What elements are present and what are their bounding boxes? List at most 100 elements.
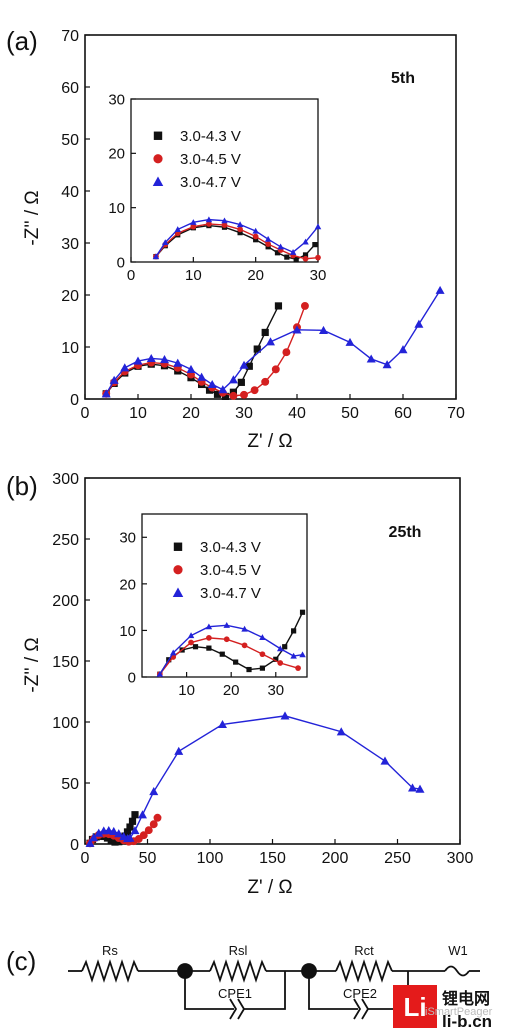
panel-a-inset-y-tick-label: 20: [108, 146, 125, 163]
panel-a-frame: [84, 34, 457, 400]
cpe2-label: CPE2: [343, 986, 377, 1001]
panel-a-data-point: [197, 372, 207, 381]
panel-a-legend-marker-1: [153, 131, 163, 140]
panel-a: (a) 0 10 20 30 40 50 60 70 0 10 20 30 40 50 60 70 Z' /…: [6, 26, 465, 452]
panel-b-data-point: [336, 727, 346, 736]
panel-b-y-tick-label: 100: [52, 715, 79, 732]
panel-a-inset-data-point: [302, 255, 309, 262]
panel-a-inset-data-point: [293, 256, 299, 262]
panel-b-data-point: [218, 719, 227, 729]
panel-a-data-point: [261, 328, 269, 337]
panel-b-inset-data-point: [259, 665, 266, 671]
panel-a-data-point: [274, 302, 283, 310]
cpe1-branch-left: [184, 971, 234, 1010]
panel-b-inset-data-point: [282, 644, 288, 650]
panel-a-inset-data-point: [190, 219, 197, 225]
panel-b-data-point: [107, 836, 115, 844]
panel-a-y-tick-label: 30: [61, 236, 79, 253]
panel-b-data-point: [139, 831, 148, 840]
panel-a-inset-y-tick-label: 10: [108, 200, 125, 217]
panel-a-inset-data-point: [315, 254, 321, 261]
panel-a-y-tick-label: 50: [61, 132, 79, 149]
panel-b-inset-data-point: [299, 651, 306, 658]
panel-a-label: (a): [6, 26, 38, 56]
panel-b-data-point: [128, 817, 137, 825]
panel-b-data-point: [103, 834, 112, 842]
panel-a-data-point: [261, 377, 270, 386]
panel-b-y-axis-title: -Z'' / Ω: [22, 637, 43, 692]
panel-a-series-line-3: [105, 289, 441, 395]
panel-a-y-tick-label: 60: [61, 80, 79, 97]
panel-b-inset-y-tick-label: 20: [119, 576, 136, 593]
w1-label: W1: [448, 943, 468, 958]
panel-b-data-point: [138, 810, 147, 819]
panel-b-x-axis: 0 50 100 150 200 250 300: [81, 839, 474, 867]
panel-b-legend: 3.0-4.3 V 3.0-4.5 V 3.0-4.7 V: [172, 539, 261, 602]
panel-a-data-point: [218, 385, 228, 394]
panel-a-inset-data-point: [205, 216, 213, 223]
panel-a-data-point: [382, 360, 392, 369]
panel-a-data-point: [239, 360, 249, 369]
panel-b-inset-data-point: [241, 642, 248, 649]
panel-a-series-line-2: [105, 305, 306, 397]
panel-b-inset-x-tick-label: 10: [178, 682, 195, 699]
panel-b-x-tick-label: 50: [139, 850, 157, 867]
panel-b-data-point: [109, 826, 119, 836]
panel-a-data-point: [414, 319, 424, 328]
panel-a-inset-data-point: [236, 221, 244, 228]
panel-b-data-point: [149, 820, 158, 829]
panel-b-inset-data-point: [241, 625, 248, 632]
panel-a-data-point: [253, 345, 261, 353]
panel-a-inset-data-point: [162, 239, 169, 246]
panel-a-inset-data-point: [174, 226, 181, 232]
panel-b-legend-label-2: 3.0-4.5 V: [200, 562, 261, 579]
panel-a-cycle-annotation: 5th: [391, 70, 415, 87]
panel-a-data-point: [221, 392, 230, 400]
panel-b-legend-label-3: 3.0-4.7 V: [200, 585, 261, 602]
watermark-line-2: li-b.cn: [442, 1012, 492, 1031]
watermark-logo-text: Li: [403, 992, 426, 1022]
panel-b-data-point: [131, 811, 139, 819]
cpe1-symbol-plate-2: [237, 998, 246, 1020]
panel-a-legend-label-2: 3.0-4.5 V: [180, 151, 241, 168]
panel-b-inset-data-point: [192, 644, 199, 650]
panel-b-inset-data-point: [233, 659, 239, 665]
panel-a-data-point: [101, 389, 111, 398]
panel-b-x-tick-label: 200: [322, 850, 349, 867]
panel-b-inset-data-point: [206, 635, 212, 641]
panel-a-inset-data-point: [221, 222, 228, 228]
panel-a-data-point: [186, 364, 196, 373]
panel-b-x-tick-label: 300: [447, 850, 474, 867]
panel-a-data-point: [213, 390, 222, 398]
panel-a-data-point: [228, 375, 238, 384]
panel-a-inset-data-point: [277, 243, 284, 250]
panel-a-inset-data-point: [221, 217, 228, 224]
panel-a-inset-frame: [130, 98, 319, 263]
panel-a-data-point: [146, 353, 156, 363]
panel-b-data-point: [149, 787, 159, 796]
panel-a-data-point: [240, 390, 248, 399]
rsl-label: Rsl: [229, 943, 248, 958]
panel-a-data-point: [319, 325, 328, 334]
panel-b-y-tick-label: 250: [52, 532, 79, 549]
panel-a-inset-y-tick-label: 30: [108, 91, 125, 108]
panel-a-inset-data-point: [237, 230, 243, 236]
panel-b-x-tick-label: 150: [259, 850, 286, 867]
cpe2-branch-left: [308, 971, 358, 1010]
panel-a-x-tick-label: 30: [235, 405, 253, 422]
panel-a-data-point: [282, 348, 291, 357]
panel-a-inset-data-point: [206, 221, 212, 227]
panel-b-data-point: [125, 833, 135, 842]
panel-b-data-point: [123, 828, 132, 836]
panel-a-inset-data-point: [312, 242, 318, 248]
panel-a-inset-data-point: [265, 241, 271, 247]
panel-b-y-tick-label: 300: [52, 471, 79, 488]
panel-b-data-point: [280, 711, 290, 720]
panel-a-data-point: [245, 362, 253, 370]
watermark-faint-text: iSmartPeager: [425, 1006, 493, 1018]
panel-a-x-axis: 0 10 20 30 40 50 60 70: [81, 394, 465, 422]
panel-b-data-point: [153, 813, 162, 822]
panel-b-y-axis: 0 50 100 150 200 250 300: [52, 471, 90, 854]
panel-b-inset-x-tick-label: 30: [267, 682, 284, 699]
